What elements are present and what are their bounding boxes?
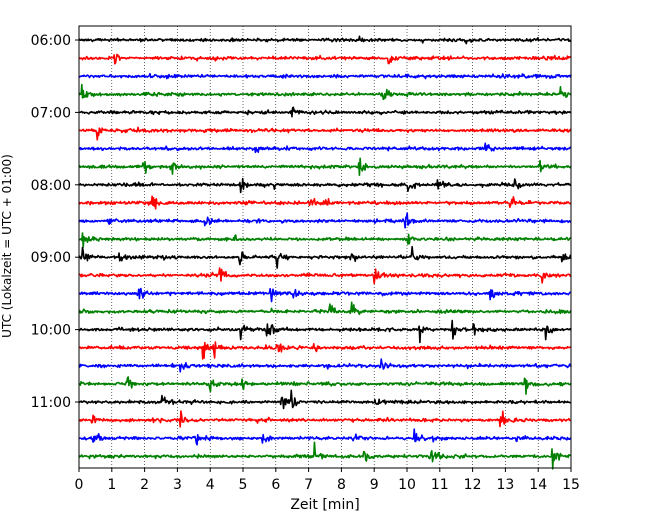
x-tick-label: 9 [370,477,379,493]
y-tick-label: 10:00 [31,323,71,339]
trace-line [78,389,572,410]
trace-line [78,126,572,141]
y-tick-label: 09:00 [31,250,71,266]
trace-line [78,212,572,229]
trace-line [78,410,572,428]
x-tick-label: 14 [529,477,547,493]
trace-line [78,287,572,303]
trace-line [78,245,572,269]
trace-line [78,35,572,45]
trace-line [78,83,572,101]
trace-line [78,301,572,316]
plot-frame [78,25,572,469]
trace-line [78,106,572,118]
trace-line [78,441,572,470]
trace-line [78,376,572,395]
trace-line [78,53,572,65]
x-tick-label: 3 [173,477,182,493]
y-tick-label: 06:00 [31,33,71,49]
x-tick-label: 12 [464,477,482,493]
trace-line [78,267,572,285]
x-tick-label: 10 [398,477,416,493]
y-tick-label: 08:00 [31,178,71,194]
x-tick-label: 11 [431,477,449,493]
trace-line [78,72,572,80]
trace-line [78,341,572,360]
y-tick-label: 11:00 [31,395,71,411]
x-tick-label: 6 [271,477,280,493]
x-tick-label: 13 [496,477,514,493]
trace-line [78,428,572,446]
trace-line [78,195,572,210]
x-axis: 0 1 2 3 4 5 6 7 8 9 10 11 12 13 14 15 [75,468,580,493]
trace-line [78,157,572,176]
y-tick-label: 07:00 [31,105,71,121]
x-tick-label: 15 [562,477,580,493]
y-axis-label: UTC (Lokalzeit = UTC + 01:00) [0,154,14,338]
trace-layer [78,35,572,470]
x-axis-label: Zeit [min] [290,497,359,513]
trace-line [78,319,572,344]
x-tick-label: 5 [239,477,248,493]
trace-line [78,232,572,248]
x-tick-label: 4 [206,477,215,493]
trace-line [78,177,572,194]
trace-line [78,358,572,373]
y-axis: 06:00 07:00 08:00 09:00 10:00 11:00 [31,33,79,411]
x-tick-label: 1 [107,477,116,493]
trace-line [78,142,572,154]
x-tick-label: 8 [337,477,346,493]
x-tick-label: 0 [75,477,84,493]
x-tick-label: 2 [140,477,149,493]
x-tick-label: 7 [304,477,313,493]
